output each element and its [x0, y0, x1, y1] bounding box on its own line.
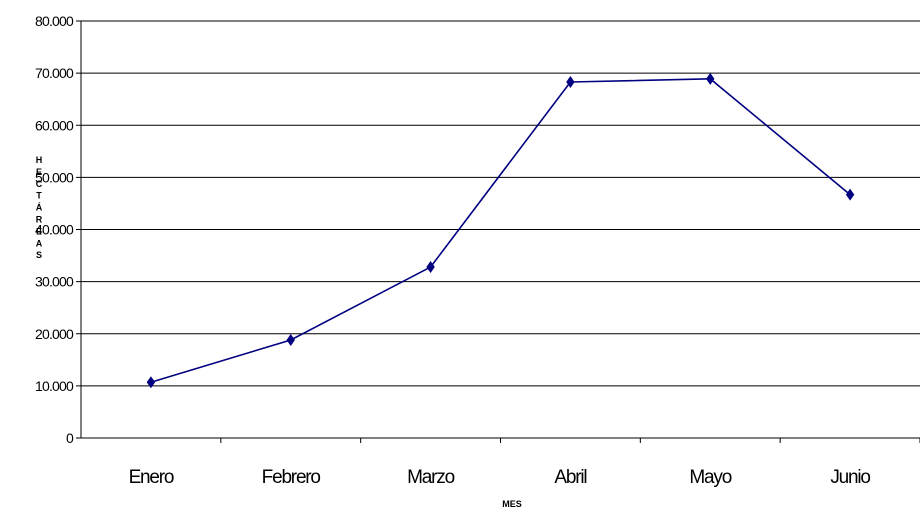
data-point-marker — [845, 188, 855, 201]
data-point-marker — [706, 72, 715, 85]
gridlines — [76, 20, 920, 439]
x-tick-label: Abril — [554, 467, 586, 488]
y-tick-label: 30.000 — [35, 274, 74, 290]
series-line — [150, 78, 851, 383]
y-tick-labels: 0 10.000 20.000 30.000 40.000 50.000 60.000 70.… — [35, 13, 75, 446]
x-tick-label: Marzo — [407, 467, 454, 488]
data-point-marker — [566, 75, 575, 88]
x-tick-label: Junio — [830, 467, 870, 488]
y-tick-label: 60.000 — [35, 117, 74, 133]
y-tick-label: 20.000 — [35, 326, 74, 342]
y-tick-label: 50.000 — [35, 169, 74, 185]
x-tick-label: Enero — [129, 467, 174, 488]
data-point-marker — [146, 376, 156, 389]
x-tick-label: Febrero — [262, 467, 321, 488]
y-tick-label: 80.000 — [35, 13, 74, 29]
series — [146, 72, 855, 389]
data-point-marker — [426, 261, 435, 274]
y-tick-label: 40.000 — [35, 222, 74, 238]
y-tick-label: 70.000 — [35, 65, 74, 81]
x-axis-title: MES — [502, 499, 522, 509]
y-tick-label: 10.000 — [35, 378, 74, 394]
data-point-marker — [286, 334, 295, 347]
y-tick-label: 0 — [66, 430, 74, 446]
x-tick-labels: Enero Febrero Marzo Abril Mayo Junio — [129, 438, 920, 488]
x-tick-label: Mayo — [689, 467, 731, 488]
